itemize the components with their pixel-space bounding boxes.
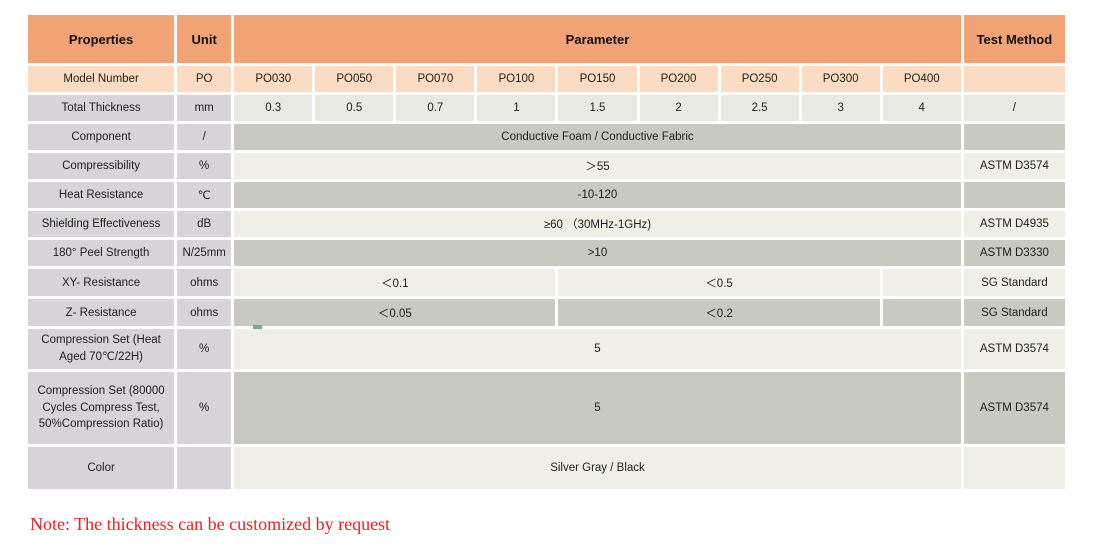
compressibility-property: Compressibility [28,153,175,179]
z-resistance-unit: ohms [177,299,232,326]
green-mark-artifact [253,325,262,329]
compression-set-1-property: Compression Set (Heat Aged 70℃/22H) [28,329,175,369]
color-value: Silver Gray / Black [234,447,961,489]
xy-resistance-row: XY- Resistance ohms ＜0.1 ＜0.5 SG Standar… [28,269,1065,296]
peel-strength-unit: N/25mm [177,240,232,266]
thickness-test-method: / [963,95,1065,121]
z-resistance-property: Z- Resistance [28,299,175,326]
thickness-unit: mm [177,95,232,121]
compression-set-1-unit: % [177,329,232,369]
thickness-value: 2 [639,95,718,121]
compression-set-2-property: Compression Set (80000 Cycles Compress T… [28,372,175,444]
model-cell-po400: PO400 [882,66,961,92]
color-row: Color Silver Gray / Black [28,447,1065,489]
model-row-test-method [963,66,1065,92]
heat-resistance-row: Heat Resistance ℃ -10-120 [28,182,1065,208]
peel-strength-test-method: ASTM D3330 [963,240,1065,266]
model-number-row: Model Number PO PO030 PO050 PO070 PO100 … [28,66,1065,92]
compression-set-2-unit: % [177,372,232,444]
peel-strength-property: 180° Peel Strength [28,240,175,266]
thickness-value: 1.5 [558,95,637,121]
thickness-value: 0.3 [234,95,313,121]
compressibility-value: ＞55 [234,153,961,179]
model-cell-po100: PO100 [477,66,556,92]
thickness-value: 0.5 [315,95,394,121]
shielding-property: Shielding Effectiveness [28,211,175,237]
total-thickness-row: Total Thickness mm 0.3 0.5 0.7 1 1.5 2 2… [28,95,1065,121]
color-test-method [963,447,1065,489]
color-unit [177,447,232,489]
z-resistance-value-low: ＜0.05 [234,299,556,326]
component-unit: / [177,124,232,150]
header-test-method: Test Method [963,15,1065,63]
model-cell-po030: PO030 [234,66,313,92]
header-row: Properties Unit Parameter Test Method [28,15,1065,63]
xy-resistance-property: XY- Resistance [28,269,175,296]
model-cell-po070: PO070 [396,66,475,92]
thickness-property: Total Thickness [28,95,175,121]
model-cell-po050: PO050 [315,66,394,92]
compression-set-2-value: 5 [234,372,961,444]
xy-resistance-test-method: SG Standard [963,269,1065,296]
header-unit: Unit [177,15,232,63]
z-resistance-test-method: SG Standard [963,299,1065,326]
model-cell-po300: PO300 [801,66,880,92]
compression-set-heat-aged-row: Compression Set (Heat Aged 70℃/22H) % 5 … [28,329,1065,369]
z-resistance-value-high: ＜0.2 [558,299,880,326]
model-row-property: Model Number [28,66,175,92]
compression-set-2-test-method: ASTM D3574 [963,372,1065,444]
compressibility-unit: % [177,153,232,179]
shielding-unit: dB [177,211,232,237]
model-row-unit: PO [177,66,232,92]
thickness-value: 3 [801,95,880,121]
xy-resistance-value-high: ＜0.5 [558,269,880,296]
compression-set-cycles-row: Compression Set (80000 Cycles Compress T… [28,372,1065,444]
component-value: Conductive Foam / Conductive Fabric [234,124,961,150]
thickness-value: 2.5 [720,95,799,121]
z-resistance-value-last [882,299,961,326]
header-parameter: Parameter [234,15,961,63]
shielding-test-method: ASTM D4935 [963,211,1065,237]
heat-resistance-test-method [963,182,1065,208]
xy-resistance-value-last [882,269,961,296]
model-cell-po150: PO150 [558,66,637,92]
peel-strength-value: >10 [234,240,961,266]
compression-set-1-test-method: ASTM D3574 [963,329,1065,369]
z-resistance-row: Z- Resistance ohms ＜0.05 ＜0.2 SG Standar… [28,299,1065,326]
xy-resistance-value-low: ＜0.1 [234,269,556,296]
thickness-note: Note: The thickness can be customized by… [30,514,391,534]
compressibility-row: Compressibility % ＞55 ASTM D3574 [28,153,1065,179]
heat-resistance-unit: ℃ [177,182,232,208]
color-property: Color [28,447,175,489]
header-properties: Properties [28,15,175,63]
heat-resistance-property: Heat Resistance [28,182,175,208]
compression-set-1-value: 5 [234,329,961,369]
component-test-method [963,124,1065,150]
compressibility-test-method: ASTM D3574 [963,153,1065,179]
thickness-value: 0.7 [396,95,475,121]
shielding-value: ≥60 （30MHz-1GHz) [234,211,961,237]
model-cell-po250: PO250 [720,66,799,92]
product-spec-table: Properties Unit Parameter Test Method Mo… [25,12,1068,492]
shielding-effectiveness-row: Shielding Effectiveness dB ≥60 （30MHz-1G… [28,211,1065,237]
component-property: Component [28,124,175,150]
heat-resistance-value: -10-120 [234,182,961,208]
model-cell-po200: PO200 [639,66,718,92]
thickness-value: 1 [477,95,556,121]
thickness-value: 4 [882,95,961,121]
component-row: Component / Conductive Foam / Conductive… [28,124,1065,150]
peel-strength-row: 180° Peel Strength N/25mm >10 ASTM D3330 [28,240,1065,266]
xy-resistance-unit: ohms [177,269,232,296]
